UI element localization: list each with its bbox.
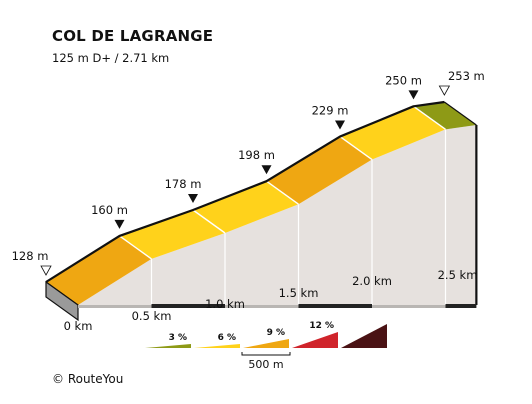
elevation-label-6: 253 m bbox=[448, 69, 485, 83]
profile-wall bbox=[78, 125, 477, 305]
legend-label-0: 3 % bbox=[169, 333, 187, 343]
x-tick-label-5: 2.5 km bbox=[438, 268, 478, 282]
profile-base bbox=[45, 280, 477, 322]
elevation-label-2: 178 m bbox=[165, 177, 202, 191]
segment-face-1 bbox=[119, 210, 225, 259]
distance-band-1 bbox=[298, 304, 372, 308]
segment-face-2 bbox=[193, 181, 299, 233]
x-tick-label-2: 1.0 km bbox=[205, 297, 245, 311]
elevation-marker-3 bbox=[261, 165, 272, 175]
elevation-marker-2 bbox=[188, 194, 198, 203]
segment-separator-5 bbox=[413, 105, 446, 130]
segment-face-5 bbox=[413, 102, 477, 130]
legend-label-1: 6 % bbox=[218, 333, 236, 343]
segment-face-3 bbox=[266, 136, 372, 205]
x-tick-label-1: 0.5 km bbox=[132, 309, 172, 323]
elevation-label-5: 250 m bbox=[385, 73, 422, 87]
copyright-text: © RouteYou bbox=[52, 372, 123, 386]
elevation-marker-1 bbox=[114, 219, 125, 229]
x-tick-labels: 0 km 0.5 km 1.0 km 1.5 km 2.0 km 2.5 km bbox=[64, 268, 478, 333]
legend-swatch-0 bbox=[145, 344, 191, 348]
elevation-marker-6 bbox=[438, 85, 451, 96]
legend-label-3: 12 % bbox=[309, 321, 334, 331]
distance-band-0 bbox=[151, 304, 225, 308]
profile-back-edge bbox=[45, 100, 445, 283]
chart-title: COL DE LAGRANGE bbox=[52, 27, 213, 45]
x-tick-label-3: 1.5 km bbox=[279, 286, 319, 300]
elevation-markers: 128 m 160 m 178 m 198 m 229 m 250 m 253 m bbox=[12, 69, 485, 276]
x-tick-label-0: 0 km bbox=[64, 319, 93, 333]
legend-swatch-3 bbox=[292, 332, 338, 348]
legend-label-2: 9 % bbox=[267, 328, 285, 338]
segment-separator-4 bbox=[339, 135, 373, 161]
profile-top-faces bbox=[45, 100, 478, 306]
scale-bar bbox=[241, 352, 291, 356]
segment-face-4 bbox=[340, 106, 446, 160]
scale-label: 500 m bbox=[248, 358, 283, 371]
base-end-face bbox=[45, 280, 79, 322]
legend-swatch-1 bbox=[194, 344, 240, 348]
elevation-label-4: 229 m bbox=[312, 104, 349, 118]
segment-face-0 bbox=[46, 235, 152, 305]
segment-separator-2 bbox=[192, 209, 226, 234]
elevation-label-3: 198 m bbox=[238, 148, 275, 162]
chart-subtitle: 125 m D+ / 2.71 km bbox=[52, 51, 169, 65]
segment-separator-3 bbox=[266, 180, 299, 205]
profile-end-edge bbox=[444, 101, 477, 126]
elevation-label-1: 160 m bbox=[91, 203, 128, 217]
elevation-marker-4 bbox=[335, 120, 345, 130]
base-front-face bbox=[78, 305, 477, 308]
gradient-legend: 3 % 6 % 9 % 12 % 500 m bbox=[145, 321, 387, 371]
legend-swatch-4 bbox=[341, 324, 387, 348]
distance-band-2 bbox=[445, 304, 477, 308]
profile-front-wall bbox=[78, 125, 477, 305]
elevation-label-0: 128 m bbox=[12, 249, 49, 263]
segment-separator-1 bbox=[119, 235, 152, 260]
elevation-marker-5 bbox=[408, 90, 419, 100]
elevation-marker-0 bbox=[40, 265, 52, 276]
legend-swatch-2 bbox=[243, 339, 289, 348]
x-tick-label-4: 2.0 km bbox=[352, 274, 392, 288]
